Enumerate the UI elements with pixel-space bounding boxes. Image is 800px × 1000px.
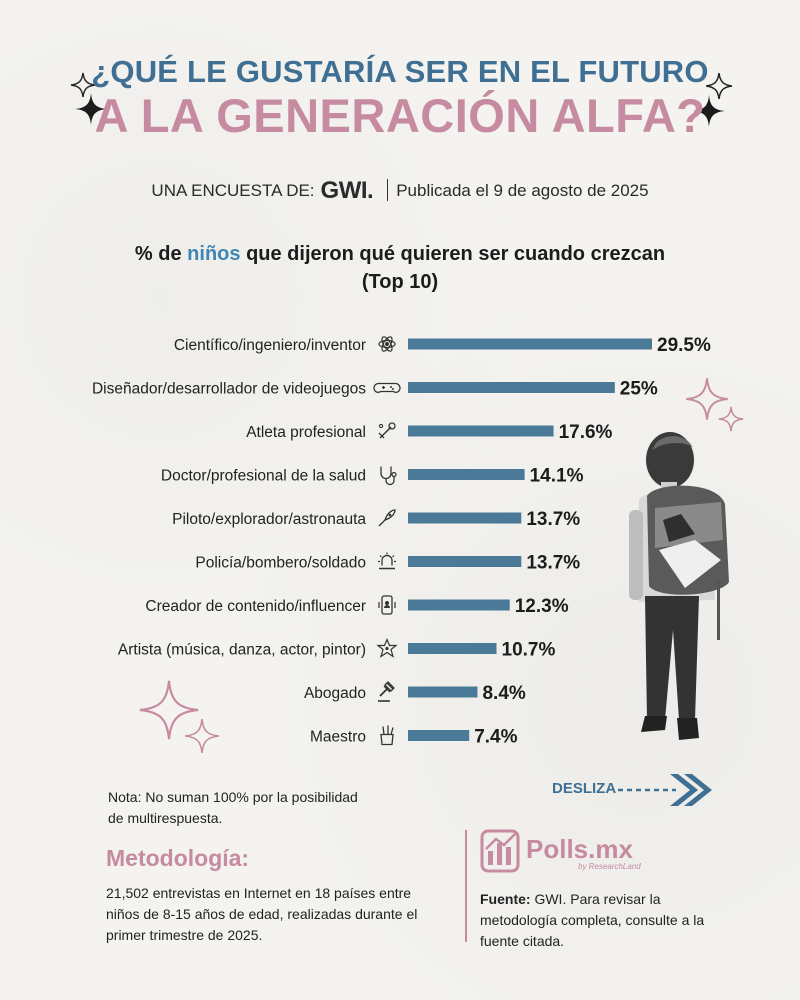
bar-7: [408, 643, 497, 654]
category-label-4: Piloto/explorador/astronauta: [172, 511, 366, 528]
value-label-5: 13.7%: [526, 553, 580, 574]
gamepad-icon: [373, 382, 401, 394]
polls-logo-sub: by ResearchLand: [578, 862, 641, 871]
bar-1: [408, 382, 615, 393]
rocket-icon: [378, 509, 396, 527]
sparkle-outline-icon: [705, 72, 733, 100]
bar-2: [408, 425, 554, 437]
title-line-2: A LA GENERACIÓN ALFA?: [94, 89, 706, 142]
sparkle-solid-icon: [75, 93, 107, 125]
source-label: Fuente:: [480, 891, 531, 907]
category-label-8: Abogado: [304, 685, 366, 702]
polls-logo-text: Polls.mx: [526, 834, 633, 864]
category-label-3: Doctor/profesional de la salud: [161, 468, 366, 485]
subtitle-after: que dijeron qué quieren ser cuando crezc…: [240, 243, 666, 265]
star-artist-icon: [376, 637, 398, 658]
subtitle-before: % de: [134, 243, 188, 265]
category-label-2: Atleta profesional: [246, 424, 366, 441]
title-line-1: ¿QUÉ LE GUSTARÍA SER EN EL FUTURO: [91, 54, 709, 89]
category-label-0: Científico/ingeniero/inventor: [174, 337, 366, 354]
swipe-label: DESLIZA: [552, 780, 617, 797]
bar-0: [408, 338, 652, 350]
category-label-5: Policía/bombero/soldado: [195, 555, 366, 572]
swipe-arrow-icon[interactable]: [618, 770, 714, 810]
value-label-0: 29.5%: [657, 335, 711, 356]
pencil-cup-icon: [380, 725, 394, 746]
value-label-9: 7.4%: [474, 727, 517, 748]
byline-divider: [387, 179, 389, 201]
sparkle-pink-icon: [718, 406, 744, 432]
bar-5: [408, 556, 522, 567]
value-label-8: 8.4%: [482, 683, 525, 704]
subtitle-line-2: (Top 10): [361, 271, 439, 293]
survey-prefix: UNA ENCUESTA DE:: [151, 181, 315, 200]
sparkle-pink-icon: [686, 378, 728, 420]
sparkle-pink-icon: [184, 718, 220, 754]
value-label-2: 17.6%: [559, 422, 613, 443]
published-date: Publicada el 9 de agosto de 2025: [396, 181, 649, 200]
methodology-title: Metodología:: [106, 845, 250, 871]
gwi-logo: GWI.: [320, 177, 374, 204]
bar-4: [408, 512, 522, 524]
sparkle-pink-icon: [139, 680, 199, 740]
atom-icon: [378, 336, 396, 352]
sparkle-solid-icon: [693, 95, 725, 127]
child-with-backpack-image: [629, 432, 729, 740]
bar-chart: 29.5% Científico/ingeniero/inventor 25% Dis…: [92, 335, 711, 748]
value-label-4: 13.7%: [526, 509, 580, 530]
siren-icon: [378, 552, 396, 570]
bar-3: [408, 469, 525, 480]
value-label-7: 10.7%: [502, 640, 556, 661]
sports-icon: [378, 422, 396, 439]
sparkle-outline-icon: [70, 72, 96, 98]
source: Fuente: GWI. Para revisar la metodología…: [480, 889, 710, 952]
chart-subtitle: % de niños que dijeron qué quieren ser c…: [0, 240, 800, 296]
value-label-6: 12.3%: [515, 596, 569, 617]
gavel-icon: [378, 681, 395, 702]
methodology-text: 21,502 entrevistas en Internet en 18 paí…: [106, 885, 418, 943]
polls-logo-icon: [480, 829, 520, 873]
category-label-7: Artista (música, danza, actor, pintor): [118, 642, 366, 659]
note: Nota: No suman 100% por la posibilidad d…: [108, 789, 358, 826]
bar-8: [408, 686, 478, 698]
bar-9: [408, 730, 470, 741]
value-label-1: 25%: [620, 379, 658, 400]
category-label-1: Diseñador/desarrollador de videojuegos: [92, 381, 366, 398]
stethoscope-icon: [380, 466, 397, 486]
byline: UNA ENCUESTA DE: GWI. Publicada el 9 de ag…: [0, 177, 800, 205]
category-label-9: Maestro: [310, 729, 366, 746]
bar-6: [408, 599, 510, 611]
source-text: GWI. Para revisar la metodología complet…: [480, 891, 705, 949]
subtitle-highlight: niños: [187, 243, 241, 265]
phone-influencer-icon: [378, 595, 396, 615]
footer-divider: [465, 830, 467, 942]
category-label-6: Creador de contenido/influencer: [145, 598, 366, 615]
value-label-3: 14.1%: [530, 466, 584, 487]
